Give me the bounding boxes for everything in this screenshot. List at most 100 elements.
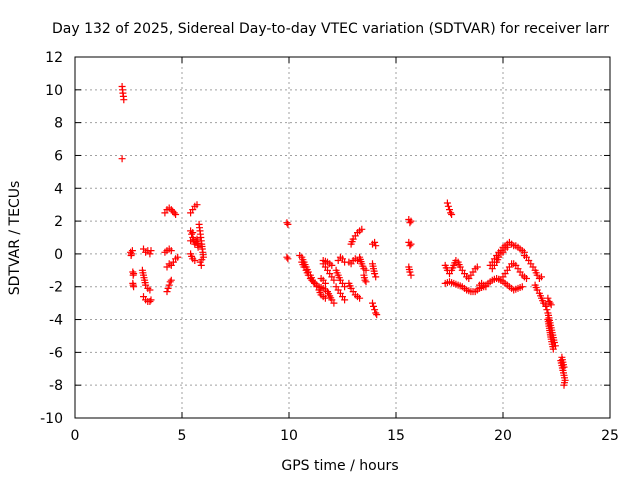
data-point (446, 206, 453, 214)
data-point (194, 243, 202, 251)
data-point (341, 283, 349, 291)
x-tick-label: 10 (280, 428, 298, 444)
data-point (560, 363, 568, 371)
y-tick-label: 6 (54, 148, 63, 164)
data-point (523, 275, 530, 282)
data-point (547, 301, 555, 309)
axes: 0 5 10 15 20 25 -10 -8 -6 -4 -2 0 2 4 6 8 10 12 (40, 50, 619, 444)
data-point (549, 345, 557, 353)
data-point (544, 294, 552, 302)
data-point (284, 255, 292, 263)
data-point (174, 253, 182, 261)
data-point (448, 211, 456, 218)
data-point (358, 225, 366, 233)
data-point (372, 242, 380, 250)
data-point (407, 240, 415, 248)
y-tick-label: 0 (54, 247, 63, 263)
data-point (309, 278, 317, 286)
plot-frame (74, 56, 611, 419)
data-point (321, 279, 329, 287)
y-tick-label: 8 (54, 116, 63, 132)
data-point (283, 253, 291, 261)
grid-lines (75, 57, 610, 418)
data-point (172, 211, 180, 218)
data-point (128, 250, 135, 258)
data-point (120, 96, 128, 104)
data-point (542, 302, 550, 310)
data-point (370, 302, 377, 310)
x-tick-label: 15 (387, 428, 405, 444)
chart-title: Day 132 of 2025, Sidereal Day-to-day VTE… (52, 21, 609, 37)
data-point (167, 276, 175, 284)
data-point (362, 278, 370, 286)
data-point (193, 201, 201, 209)
data-point (341, 296, 349, 304)
y-tick-label: -8 (49, 378, 63, 394)
data-point (283, 219, 291, 227)
data-point (147, 296, 155, 304)
data-point (118, 155, 126, 163)
data-point (560, 381, 568, 389)
data-point (146, 286, 154, 294)
data-point (447, 209, 455, 217)
data-point (188, 230, 196, 238)
data-point (130, 270, 138, 278)
data-point (362, 266, 370, 274)
data-point (373, 311, 381, 319)
data-point (443, 199, 451, 207)
data-point (164, 284, 172, 292)
x-axis-label: GPS time / hours (281, 458, 398, 474)
data-point (130, 283, 138, 291)
x-tick-label: 0 (71, 428, 80, 444)
y-axis-label: SDTVAR / TECUs (7, 181, 23, 296)
data-point (356, 294, 364, 302)
data-point (473, 263, 481, 271)
x-tick-label: 20 (494, 428, 512, 444)
data-point (503, 243, 511, 251)
x-tick-label: 25 (601, 428, 619, 444)
data-point (538, 273, 545, 281)
data-point (146, 298, 154, 305)
data-point (518, 283, 526, 291)
data-point (371, 306, 379, 314)
data-point (482, 283, 490, 291)
x-tick-label: 5 (178, 428, 187, 444)
data-point (165, 281, 173, 289)
data-point (543, 306, 551, 314)
y-tick-label: 2 (54, 214, 63, 230)
data-point (406, 268, 414, 276)
data-point (147, 247, 155, 255)
data-point (369, 299, 376, 307)
data-point (128, 247, 136, 255)
data-point (407, 217, 415, 225)
y-tick-label: 10 (45, 83, 63, 99)
data-point (406, 219, 414, 227)
data-point (284, 220, 292, 228)
y-tick-label: -10 (40, 411, 63, 427)
y-tick-label: 4 (54, 181, 63, 197)
data-point (167, 247, 175, 255)
y-tick-label: -4 (49, 313, 63, 329)
data-point (371, 238, 379, 246)
y-tick-label: -2 (49, 280, 63, 296)
data-point (191, 257, 199, 264)
data-point (444, 202, 452, 210)
data-points (118, 83, 569, 389)
data-point (163, 288, 171, 296)
data-point (330, 299, 338, 307)
data-point (361, 276, 369, 284)
data-point (407, 271, 415, 279)
data-point (406, 242, 414, 250)
data-point (197, 261, 205, 269)
data-point (372, 309, 380, 317)
y-tick-label: 12 (45, 50, 63, 66)
y-tick-label: -6 (49, 345, 63, 361)
data-point (170, 209, 178, 217)
data-point (146, 250, 154, 258)
data-point (546, 299, 554, 307)
data-point (166, 278, 174, 286)
data-point (371, 270, 379, 278)
data-point (330, 276, 338, 284)
data-point (196, 258, 204, 266)
